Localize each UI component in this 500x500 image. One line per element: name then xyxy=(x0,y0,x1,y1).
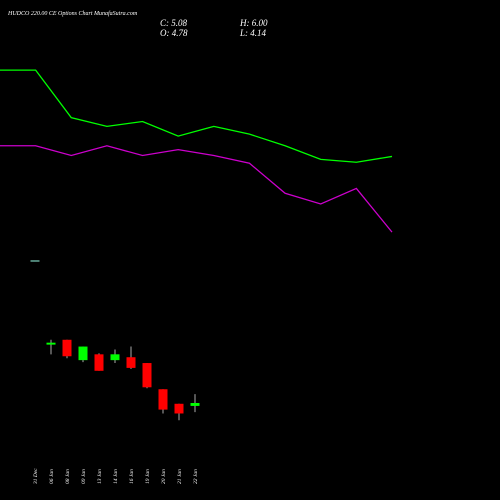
candle-body xyxy=(110,354,120,361)
candle-body xyxy=(158,389,168,410)
x-tick-label: 16 Jan xyxy=(129,469,135,484)
candle-body xyxy=(190,403,200,406)
candle-body xyxy=(62,339,72,357)
candle-body xyxy=(94,354,104,371)
x-tick-label: 31 Dec xyxy=(33,468,39,485)
line-series xyxy=(0,69,393,163)
candle-body xyxy=(78,346,88,361)
info-open: O: 4.78 xyxy=(160,28,188,38)
x-tick-label: 06 Jan xyxy=(49,469,55,484)
candle-body xyxy=(126,357,136,368)
info-low: L: 4.14 xyxy=(239,28,267,38)
x-tick-label: 08 Jan xyxy=(65,469,71,484)
x-tick-label: 21 Jan xyxy=(177,469,183,484)
x-tick-label: 09 Jan xyxy=(81,469,87,484)
candle-body xyxy=(142,363,152,388)
candle-body xyxy=(46,342,56,345)
chart-title: HUDCO 220.00 CE Options Chart MunafaSutr… xyxy=(7,10,138,17)
candle-body xyxy=(30,260,40,262)
x-tick-label: 19 Jan xyxy=(145,469,151,484)
candle-body xyxy=(174,403,184,414)
x-tick-label: 20 Jan xyxy=(161,469,167,484)
x-tick-label: 13 Jan xyxy=(97,469,103,484)
x-tick-label: 14 Jan xyxy=(112,469,119,484)
info-close: C: 5.08 xyxy=(160,18,188,28)
line-series xyxy=(0,145,393,233)
x-tick-label: 22 Jan xyxy=(193,469,199,484)
info-high: H: 6.00 xyxy=(239,18,268,28)
